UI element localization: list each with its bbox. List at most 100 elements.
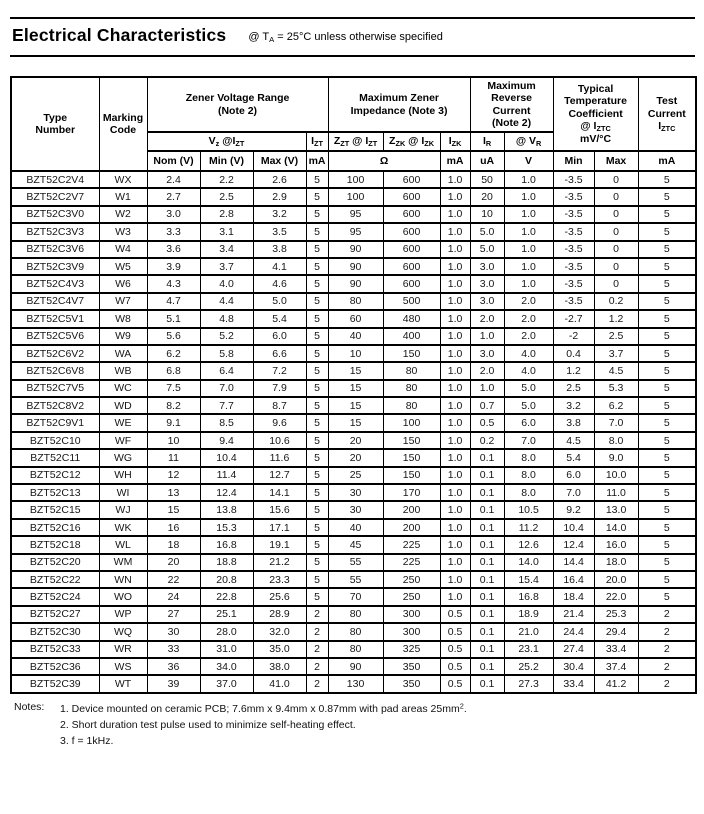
cell-vz-max: 11.6 (252, 448, 307, 468)
cell-izt-ma: 2 (305, 657, 329, 677)
title-rule-top (10, 17, 695, 19)
cell-zzk-ohm: 350 (382, 674, 441, 694)
table-row: BZT52C33 WR 33 31.0 35.0 2 80 325 0.5 0.1 23.1 27.4… (10, 640, 697, 659)
cell-ir-ua: 0.1 (469, 605, 505, 625)
cell-ir-ua: 0.1 (469, 500, 505, 520)
cell-vz-max: 4.1 (252, 257, 307, 277)
cell-tc-max: 5.3 (593, 379, 639, 399)
cell-iztc-ma: 5 (637, 309, 697, 329)
cell-iztc-ma: 5 (637, 292, 697, 312)
cell-marking-code: WN (98, 570, 148, 590)
cell-zzt-ohm: 90 (327, 240, 384, 259)
table-body: BZT52C2V4 WX 2.4 2.2 2.6 5 100 600 1.0 50 1.0 -3.5 0… (10, 170, 697, 694)
cell-marking-code: WK (98, 518, 148, 538)
cell-izk-ma: 1.0 (439, 553, 471, 573)
cell-type-number: BZT52C24 (10, 587, 100, 607)
cell-iztc-ma: 5 (637, 170, 697, 190)
cell-marking-code: WX (98, 170, 148, 190)
cell-tc-max: 37.4 (593, 657, 639, 677)
cell-ir-ua: 3.0 (469, 344, 505, 364)
cell-vz-max: 6.0 (252, 327, 307, 346)
cell-vz-min: 4.4 (199, 292, 254, 312)
cell-type-number: BZT52C10 (10, 431, 100, 451)
col-header-unit-ma-iztc: mA (637, 150, 697, 172)
cell-iztc-ma: 2 (637, 622, 697, 642)
cell-vz-min: 22.8 (199, 587, 254, 607)
cell-zzt-ohm: 100 (327, 170, 384, 190)
cell-tc-max: 0 (593, 257, 639, 277)
cell-ir-ua: 0.5 (469, 413, 505, 433)
cell-vz-nom: 7.5 (146, 379, 201, 399)
cell-izk-ma: 0.5 (439, 674, 471, 694)
cell-vz-min: 31.0 (199, 640, 254, 659)
cell-zzt-ohm: 90 (327, 657, 384, 677)
cell-vz-nom: 2.4 (146, 170, 201, 190)
cell-type-number: BZT52C5V1 (10, 309, 100, 329)
cell-iztc-ma: 5 (637, 379, 697, 399)
cell-type-number: BZT52C3V9 (10, 257, 100, 277)
cell-zzt-ohm: 60 (327, 309, 384, 329)
cell-tc-max: 8.0 (593, 431, 639, 451)
cell-vz-max: 2.6 (252, 170, 307, 190)
cell-tc-max: 18.0 (593, 553, 639, 573)
cell-izt-ma: 5 (305, 187, 329, 207)
cell-vz-max: 23.3 (252, 570, 307, 590)
cell-zzk-ohm: 200 (382, 518, 441, 538)
cell-tc-max: 22.0 (593, 587, 639, 607)
cell-vz-max: 7.2 (252, 361, 307, 381)
cell-iztc-ma: 5 (637, 535, 697, 555)
cell-vr-v: 14.0 (503, 553, 554, 573)
table-row: BZT52C11 WG 11 10.4 11.6 5 20 150 1.0 0.1 8.0 5.4 9.… (10, 448, 697, 468)
cell-tc-max: 11.0 (593, 483, 639, 503)
cell-ir-ua: 0.1 (469, 587, 505, 607)
cell-ir-ua: 1.0 (469, 327, 505, 346)
cell-type-number: BZT52C18 (10, 535, 100, 555)
cell-vz-max: 7.9 (252, 379, 307, 399)
cell-tc-min: 12.4 (552, 535, 595, 555)
cell-izt-ma: 5 (305, 466, 329, 486)
col-header-zener-voltage-range: Zener Voltage Range (Note 2) (146, 76, 329, 133)
cell-izt-ma: 5 (305, 570, 329, 590)
cell-type-number: BZT52C9V1 (10, 413, 100, 433)
cell-type-number: BZT52C30 (10, 622, 100, 642)
cell-vz-nom: 13 (146, 483, 201, 503)
cell-izk-ma: 1.0 (439, 587, 471, 607)
cell-iztc-ma: 5 (637, 396, 697, 416)
cell-vz-min: 3.4 (199, 240, 254, 259)
cell-marking-code: WH (98, 466, 148, 486)
cell-izt-ma: 5 (305, 587, 329, 607)
cell-izt-ma: 5 (305, 344, 329, 364)
cell-vz-min: 3.1 (199, 222, 254, 242)
cell-tc-max: 0 (593, 170, 639, 190)
cell-izt-ma: 5 (305, 448, 329, 468)
cell-zzk-ohm: 250 (382, 587, 441, 607)
cell-marking-code: WM (98, 553, 148, 573)
cell-izt-ma: 5 (305, 500, 329, 520)
table-row: BZT52C7V5 WC 7.5 7.0 7.9 5 15 80 1.0 1.0 5.0 2.5 5.3… (10, 379, 697, 399)
cell-vz-nom: 6.2 (146, 344, 201, 364)
cell-zzt-ohm: 90 (327, 257, 384, 277)
cell-type-number: BZT52C36 (10, 657, 100, 677)
cell-type-number: BZT52C3V6 (10, 240, 100, 259)
cell-ir-ua: 0.1 (469, 483, 505, 503)
cell-izt-ma: 5 (305, 274, 329, 294)
cell-ir-ua: 0.1 (469, 518, 505, 538)
cell-vr-v: 2.0 (503, 309, 554, 329)
cell-vz-nom: 33 (146, 640, 201, 659)
cell-marking-code: WT (98, 674, 148, 694)
cell-zzk-ohm: 150 (382, 431, 441, 451)
cell-zzt-ohm: 95 (327, 222, 384, 242)
col-header-type-number: Type Number (10, 76, 100, 172)
col-header-unit-v: V (503, 150, 554, 172)
cell-zzk-ohm: 600 (382, 257, 441, 277)
cell-marking-code: WO (98, 587, 148, 607)
cell-izt-ma: 5 (305, 361, 329, 381)
cell-izk-ma: 1.0 (439, 361, 471, 381)
cell-izk-ma: 1.0 (439, 240, 471, 259)
cell-vz-min: 2.5 (199, 187, 254, 207)
cell-zzt-ohm: 20 (327, 448, 384, 468)
cell-zzk-ohm: 600 (382, 170, 441, 190)
cell-ir-ua: 0.1 (469, 674, 505, 694)
cell-type-number: BZT52C27 (10, 605, 100, 625)
cell-zzt-ohm: 95 (327, 205, 384, 225)
